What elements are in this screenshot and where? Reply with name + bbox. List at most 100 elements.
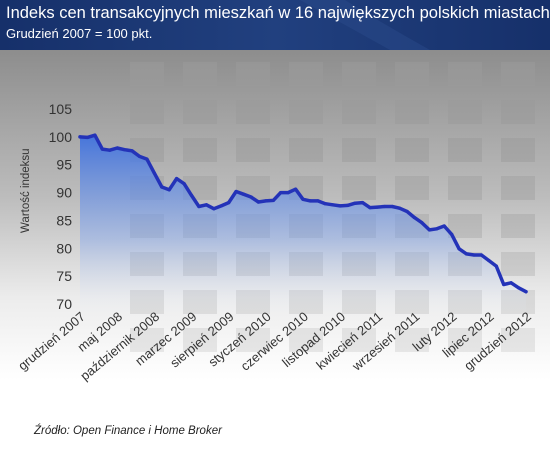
building-window [395, 100, 429, 124]
building-window [130, 62, 164, 86]
data-point [256, 200, 260, 204]
data-point [137, 154, 142, 158]
building-window [395, 328, 429, 352]
building-window [448, 62, 482, 86]
data-point [494, 264, 498, 268]
data-point [294, 187, 298, 191]
series-area-fill [80, 135, 526, 324]
data-point [323, 202, 327, 206]
building-window [130, 100, 164, 124]
building-window [501, 100, 535, 124]
data-point [123, 148, 127, 152]
data-point [308, 199, 312, 203]
y-axis-ticks: 70 75 80 85 90 95 100 105 [49, 101, 73, 312]
building-window [342, 176, 376, 200]
y-axis-label-wrapper: Wartość indeksu [16, 73, 34, 233]
building-window [183, 328, 217, 352]
building-window [236, 100, 270, 124]
building-window [448, 138, 482, 162]
data-point [442, 224, 446, 228]
data-point [368, 206, 372, 210]
building-window [289, 62, 323, 86]
data-point [145, 157, 149, 161]
building-window [395, 62, 429, 86]
data-point [279, 191, 283, 195]
source-note: Źródło: Open Finance i Home Broker [34, 425, 222, 437]
data-point [78, 135, 82, 139]
building-window [342, 62, 376, 86]
data-point [383, 204, 387, 209]
building-window [236, 138, 270, 162]
data-point [212, 207, 216, 211]
building-window [501, 214, 535, 238]
building-window [236, 62, 270, 86]
data-point [390, 204, 394, 209]
y-tick-label: 100 [49, 129, 73, 145]
data-point [435, 227, 439, 231]
data-point [175, 177, 179, 181]
building-window [342, 100, 376, 124]
data-point [115, 146, 119, 150]
data-point [412, 216, 417, 220]
data-point [234, 189, 238, 194]
building-window [501, 62, 535, 86]
building-window [342, 328, 376, 352]
data-point [301, 197, 305, 201]
building-window [448, 176, 482, 200]
data-point [227, 201, 231, 205]
data-point [509, 281, 513, 285]
data-point [346, 203, 350, 207]
building-window [130, 328, 164, 352]
building-window [448, 328, 482, 352]
data-point [167, 188, 171, 192]
building-window [342, 138, 376, 162]
y-tick-label: 70 [56, 296, 72, 312]
data-point [93, 133, 97, 137]
data-point [405, 209, 409, 214]
data-point [219, 204, 223, 208]
building-window [289, 138, 323, 162]
data-point [338, 204, 342, 208]
data-point [100, 147, 104, 151]
data-point [108, 148, 112, 152]
data-point [264, 199, 268, 203]
data-point [457, 247, 461, 251]
data-point [450, 232, 454, 236]
data-point [316, 199, 320, 203]
data-point [182, 182, 186, 186]
header-decoration [300, 0, 430, 50]
building-window [289, 100, 323, 124]
data-point [197, 204, 201, 209]
data-point [160, 185, 164, 189]
data-point [420, 221, 424, 225]
data-point [517, 286, 521, 290]
data-point [85, 135, 89, 139]
building-window [395, 176, 429, 200]
building-window [501, 328, 535, 352]
header-band [0, 0, 550, 50]
data-point [375, 205, 379, 209]
data-point [204, 203, 208, 207]
building-window [448, 100, 482, 124]
data-point [189, 193, 194, 197]
data-point [524, 290, 528, 294]
data-point [502, 282, 506, 287]
building-window [501, 252, 535, 276]
data-point [487, 258, 491, 263]
chart-subtitle: Grudzień 2007 = 100 pkt. [6, 26, 153, 41]
data-point [286, 191, 290, 195]
data-point [152, 171, 156, 175]
building-window [183, 62, 217, 86]
building-window [236, 328, 270, 352]
data-point [479, 253, 483, 257]
y-axis-label: Wartość indeksu [20, 148, 32, 233]
data-point [360, 201, 365, 205]
building-window [183, 138, 217, 162]
data-point [353, 201, 357, 205]
building-window [501, 138, 535, 162]
building-window [395, 138, 429, 162]
building-window [289, 328, 323, 352]
y-tick-label: 90 [56, 185, 72, 201]
